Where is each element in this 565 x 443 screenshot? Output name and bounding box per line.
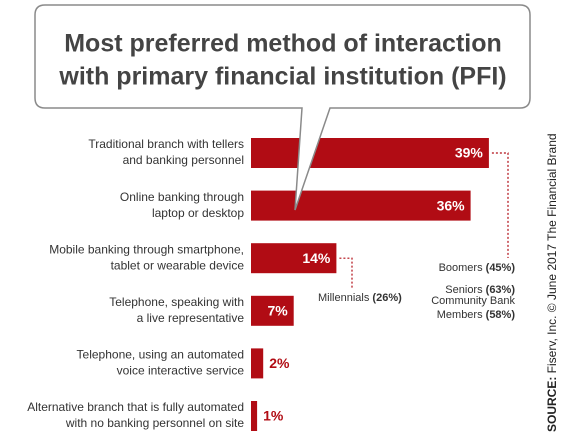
- chart-title: Most preferred method of interaction: [64, 30, 502, 58]
- category-label: tablet or wearable device: [111, 258, 245, 272]
- annotation-text: Seniors: [445, 284, 483, 296]
- annotation-text: Millennials: [318, 292, 370, 304]
- category-label: and banking personnel: [123, 153, 244, 167]
- category-label: laptop or desktop: [152, 206, 244, 220]
- category-label: voice interactive service: [117, 364, 245, 378]
- connector: [339, 257, 353, 288]
- category-label: with no banking personnel on site: [65, 416, 244, 430]
- connector: [491, 152, 509, 258]
- source: SOURCE: Fiserv, Inc. © June 2017 The Fin…: [545, 133, 559, 432]
- category-label: Traditional branch with tellers: [88, 137, 244, 151]
- value-label: 39%: [455, 145, 484, 161]
- bar: [251, 295, 294, 326]
- value-label: 36%: [437, 197, 466, 213]
- annotation-text: Members: [437, 309, 483, 321]
- category-label: Mobile banking through smartphone,: [49, 242, 244, 256]
- category-label: Telephone, speaking with: [109, 295, 244, 309]
- value-label: 1%: [263, 408, 284, 424]
- bar: [251, 401, 258, 431]
- bar: [251, 138, 489, 168]
- annotation-value: (26%): [372, 292, 402, 304]
- annotation-text: Community Bank: [431, 295, 515, 307]
- bar: [251, 243, 337, 274]
- bar: [251, 190, 471, 221]
- chart-title: with primary financial institution (PFI): [58, 63, 506, 91]
- category-label: Online banking through: [120, 190, 244, 204]
- category-label: a live representative: [137, 311, 245, 325]
- annotation: Community Bank: [431, 295, 515, 307]
- annotation: Boomers (45%): [439, 262, 516, 274]
- bar: [251, 348, 264, 379]
- annotation: Members (58%): [437, 309, 516, 321]
- category-label: Alternative branch that is fully automat…: [27, 400, 244, 414]
- value-label: 14%: [302, 250, 331, 266]
- value-label: 2%: [269, 355, 290, 371]
- value-label: 7%: [267, 303, 288, 319]
- speech-bubble: [34, 4, 531, 211]
- source-label: SOURCE:: [545, 377, 559, 432]
- annotation-text: Boomers: [439, 262, 484, 274]
- annotation: Millennials (26%): [318, 292, 402, 304]
- annotation: Seniors (63%): [445, 284, 515, 296]
- annotation-value: (45%): [486, 262, 516, 274]
- source-text: Fiserv, Inc. © June 2017 The Financial B…: [545, 133, 559, 373]
- category-label: Telephone, using an automated: [77, 348, 244, 362]
- annotation-value: (58%): [486, 309, 516, 321]
- annotation-value: (63%): [486, 284, 516, 296]
